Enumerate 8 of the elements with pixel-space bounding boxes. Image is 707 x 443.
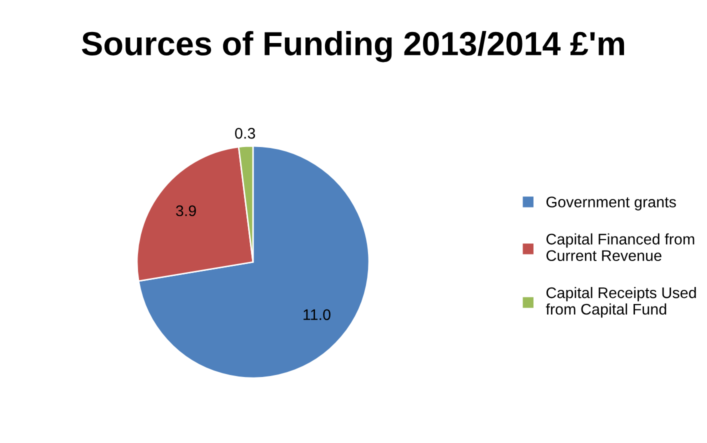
chart-title: Sources of Funding 2013/2014 £'m <box>82 31 624 62</box>
pie-slice <box>138 145 370 379</box>
legend-label: Capital Financed from Current Revenue <box>546 233 694 262</box>
data-label: 0.3 <box>235 128 256 139</box>
data-label: 11.0 <box>304 309 330 320</box>
legend-label: Capital Receipts Used from Capital Fund <box>546 286 696 318</box>
legend-label: Government grants <box>546 196 676 210</box>
data-label: 3.9 <box>176 205 196 216</box>
